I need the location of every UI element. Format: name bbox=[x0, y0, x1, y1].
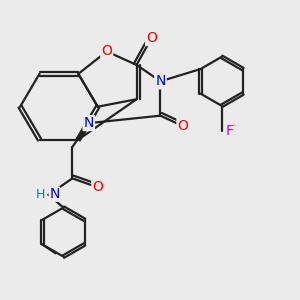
Text: N: N bbox=[84, 116, 94, 130]
Text: O: O bbox=[177, 119, 188, 133]
Text: N: N bbox=[155, 74, 166, 88]
Text: O: O bbox=[92, 180, 103, 194]
Text: O: O bbox=[146, 31, 157, 45]
Text: O: O bbox=[101, 44, 112, 58]
Text: H: H bbox=[35, 188, 45, 201]
Text: N: N bbox=[49, 187, 60, 201]
Text: F: F bbox=[225, 124, 233, 138]
